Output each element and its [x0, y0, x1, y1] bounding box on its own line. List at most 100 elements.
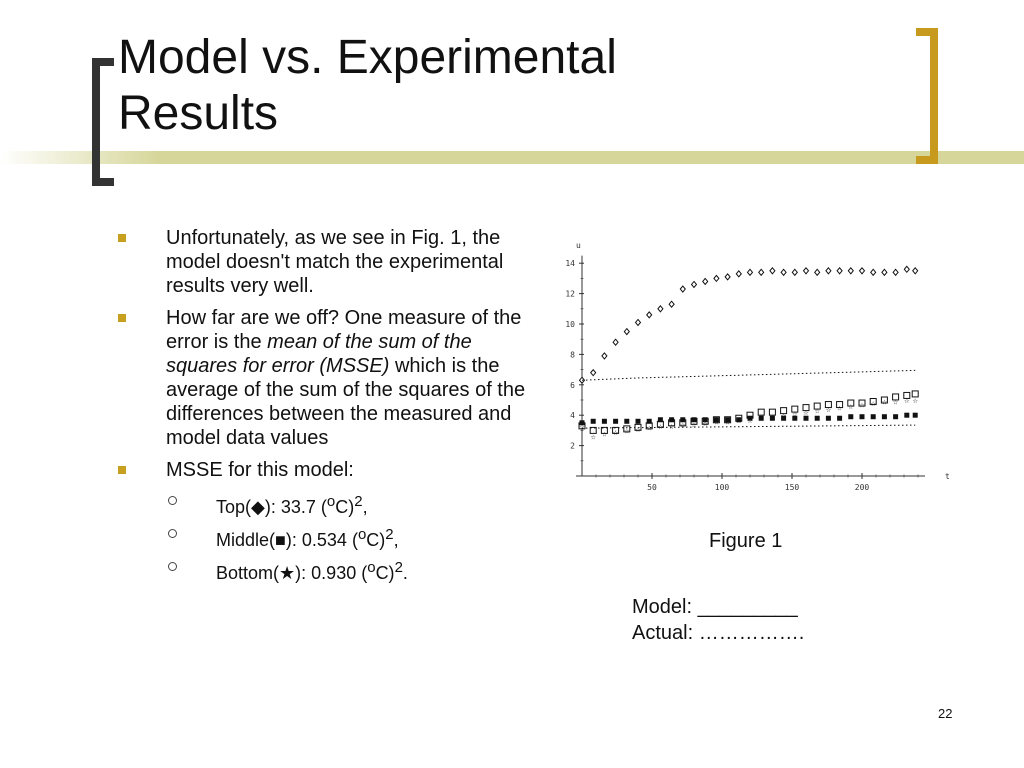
star-point: ☆ [579, 422, 585, 432]
diamond-point [814, 268, 821, 277]
filled-square-point [702, 417, 708, 423]
diamond-point [847, 267, 854, 275]
y-axis-label: u [576, 241, 581, 250]
filled-square-point [680, 417, 686, 423]
x-tick-label: 150 [785, 483, 800, 492]
decorative-band [0, 151, 1024, 164]
msse-unit: C) [375, 563, 395, 583]
msse-unit: C) [366, 530, 386, 550]
circle-bullet-icon [168, 562, 177, 571]
msse-punct: . [402, 563, 408, 583]
page-number: 22 [938, 706, 953, 721]
model-line-bottom [581, 424, 916, 429]
diamond-point [858, 267, 866, 275]
star-point: ☆ [747, 416, 753, 426]
y-tick-label: 14 [565, 259, 575, 268]
title-line-2: Results [118, 87, 279, 140]
square-sup: 2 [354, 493, 363, 510]
filled-square-point [825, 415, 831, 421]
diamond-point [612, 338, 619, 347]
filled-square-point [814, 415, 820, 421]
star-point: ☆ [725, 417, 731, 427]
bullet-text: Unfortunately, as we see in Fig. 1, the … [166, 227, 504, 297]
msse-punct: , [362, 497, 368, 517]
star-point: ☆ [882, 398, 888, 408]
diamond-point [870, 268, 877, 277]
y-tick-label: 12 [565, 290, 575, 299]
circle-bullet-icon [168, 496, 177, 505]
x-tick-label: 50 [647, 483, 657, 492]
degree-sup: o [367, 559, 376, 576]
filled-square-point [792, 415, 798, 421]
diamond-point [836, 267, 843, 275]
star-icon: ★ [279, 563, 296, 583]
diamond-point [601, 352, 608, 360]
star-point: ☆ [803, 408, 809, 418]
star-point: ☆ [646, 423, 652, 433]
filled-square-point [769, 415, 775, 421]
diamond-point [802, 267, 810, 275]
x-tick-label: 200 [855, 483, 870, 492]
diamond-point [892, 268, 899, 277]
right-bracket-decoration [916, 28, 938, 164]
figure-legend: Model: _________ Actual: ……………. [632, 594, 804, 646]
filled-square-point [579, 420, 585, 426]
filled-square-point [725, 417, 731, 423]
open-square-point [768, 408, 776, 416]
legend-actual: Actual: ……………. [632, 622, 805, 644]
filled-square-point [758, 415, 764, 421]
diamond-point [758, 268, 765, 277]
star-point: ☆ [658, 422, 664, 432]
diamond-point [903, 265, 910, 274]
msse-top-item: Top(◆): 33.7 (oC)2, [166, 488, 528, 521]
open-square-point [880, 396, 888, 404]
filled-square-icon: ■ [275, 530, 286, 550]
star-point: ☆ [702, 419, 708, 429]
filled-square-point [893, 414, 899, 420]
open-square-point [757, 408, 765, 416]
diamond-point [735, 270, 742, 278]
bullet-text-continued: which is the average of the sum of the s… [166, 355, 526, 449]
filled-square-point [646, 418, 652, 424]
y-tick-label: 2 [570, 442, 575, 451]
star-point: ☆ [870, 399, 876, 409]
filled-square-point [691, 417, 697, 423]
star-point: ☆ [770, 413, 776, 423]
msse-unit: C) [335, 497, 355, 517]
msse-label: Bottom( [216, 563, 280, 583]
star-point: ☆ [758, 414, 764, 424]
x-tick-label: 100 [715, 483, 730, 492]
square-bullet-icon [118, 314, 126, 322]
filled-square-point [904, 412, 910, 418]
msse-value: ): 33.7 ( [264, 497, 327, 517]
diamond-point [657, 305, 664, 313]
bullet-text: How far are we off? One measure of the e… [166, 307, 522, 353]
star-point: ☆ [602, 429, 608, 439]
bullet-item: How far are we off? One measure of the e… [118, 306, 528, 450]
y-tick-label: 8 [570, 350, 575, 359]
diamond-point [769, 267, 776, 275]
model-line-top [581, 369, 916, 381]
star-point: ☆ [848, 402, 854, 412]
open-square-point [802, 404, 810, 412]
filled-square-point [590, 418, 596, 424]
filled-square-point [624, 418, 630, 424]
open-square-point [813, 402, 821, 410]
filled-square-point [736, 417, 742, 423]
square-sup: 2 [385, 526, 394, 543]
bullet-item: MSSE for this model: Top(◆): 33.7 (oC)2,… [118, 458, 528, 587]
star-point: ☆ [590, 432, 596, 442]
y-tick-label: 6 [570, 381, 575, 390]
bullet-item: Unfortunately, as we see in Fig. 1, the … [118, 226, 528, 298]
msse-label: Middle( [216, 530, 276, 550]
square-bullet-icon [118, 466, 126, 474]
filled-square-point [635, 418, 641, 424]
star-point: ☆ [635, 425, 641, 435]
decorative-band-fade [0, 151, 160, 164]
star-point: ☆ [904, 396, 910, 406]
open-square-point [892, 393, 900, 401]
open-square-point [847, 399, 855, 407]
bullet-italic-text: mean of the sum of the squares for error… [166, 331, 472, 377]
open-square-point [824, 401, 832, 409]
